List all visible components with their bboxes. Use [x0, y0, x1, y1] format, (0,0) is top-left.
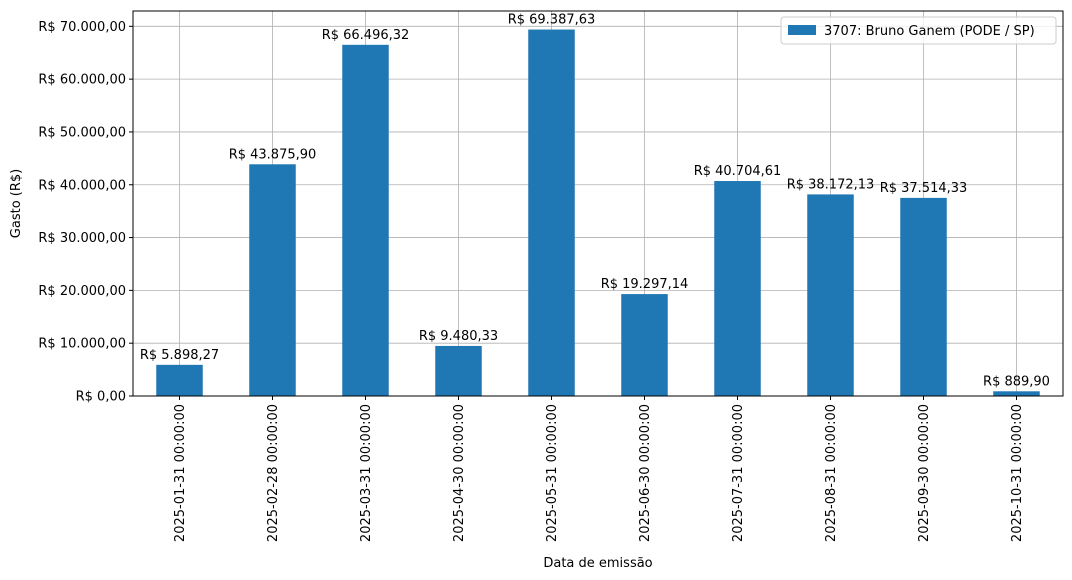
x-tick-label: 2025-02-28 00:00:00 — [266, 404, 281, 542]
bar-value-label: R$ 889,90 — [983, 374, 1050, 389]
bar — [807, 194, 854, 396]
bar-value-label: R$ 43.875,90 — [229, 147, 317, 162]
y-tick-label: R$ 0,00 — [76, 390, 126, 405]
bar — [993, 391, 1040, 396]
legend-box — [780, 16, 1057, 45]
x-tick-label: 2025-08-31 00:00:00 — [824, 404, 839, 542]
y-tick-label: R$ 10.000,00 — [38, 337, 126, 352]
y-axis-title: Gasto (R$) — [9, 169, 24, 238]
bar-value-label: R$ 40.704,61 — [694, 164, 782, 179]
bar — [156, 364, 203, 396]
bar — [435, 345, 482, 396]
bar-value-label: R$ 37.514,33 — [880, 181, 968, 196]
legend-swatch — [788, 25, 816, 35]
y-tick-label: R$ 30.000,00 — [38, 231, 126, 246]
x-axis-title: Data de emissão — [543, 556, 652, 571]
bar — [528, 29, 575, 396]
x-tick-label: 2025-07-31 00:00:00 — [731, 404, 746, 542]
x-tick-label: 2025-09-30 00:00:00 — [917, 404, 932, 542]
bar — [621, 294, 668, 396]
x-tick-label: 2025-03-31 00:00:00 — [359, 404, 374, 542]
bar-value-label: R$ 5.898,27 — [140, 348, 219, 363]
bar-value-label: R$ 69.387,63 — [508, 13, 596, 28]
bar — [900, 197, 947, 396]
bar-value-label: R$ 38.172,13 — [787, 177, 875, 192]
y-tick-label: R$ 50.000,00 — [38, 125, 126, 140]
bar-value-labels: R$ 5.898,27 R$ 43.875,90 R$ 66.496,32 R$ 9.… — [140, 13, 1050, 390]
bar — [714, 181, 761, 396]
y-tick-label: R$ 70.000,00 — [38, 20, 126, 35]
y-tick-label: R$ 40.000,00 — [38, 178, 126, 193]
bar — [342, 44, 389, 397]
legend-label: 3707: Bruno Ganem (PODE / SP) — [824, 24, 1035, 39]
bar-value-label: R$ 9.480,33 — [419, 329, 498, 344]
x-tick-label: 2025-05-31 00:00:00 — [545, 404, 560, 542]
x-axis-ticks: 2025-01-31 00:00:00 2025-02-28 00:00:00 20… — [173, 396, 1025, 542]
legend: 3707: Bruno Ganem (PODE / SP) — [780, 16, 1057, 45]
plot-frame — [132, 10, 1064, 397]
y-tick-label: R$ 20.000,00 — [38, 284, 126, 299]
x-tick-label: 2025-01-31 00:00:00 — [173, 404, 188, 542]
x-tick-label: 2025-06-30 00:00:00 — [638, 404, 653, 542]
y-tick-label: R$ 60.000,00 — [38, 73, 126, 88]
bar-value-label: R$ 19.297,14 — [601, 277, 689, 292]
x-tick-label: 2025-10-31 00:00:00 — [1010, 404, 1025, 542]
bar — [249, 164, 296, 396]
y-axis-ticks: R$ 0,00 R$ 10.000,00 R$ 20.000,00 R$ 30.000… — [38, 20, 133, 405]
x-tick-label: 2025-04-30 00:00:00 — [452, 404, 467, 542]
bars — [156, 29, 1040, 397]
bar-value-label: R$ 66.496,32 — [322, 28, 410, 43]
